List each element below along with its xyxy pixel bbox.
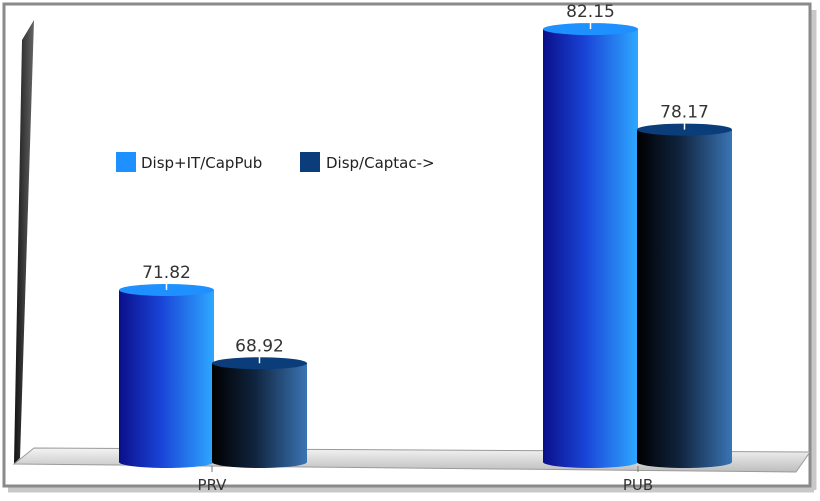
x-tick-label: PRV xyxy=(198,476,228,494)
bar-base xyxy=(212,456,307,468)
legend-label: Disp+IT/CapPub xyxy=(141,154,262,172)
bar-body xyxy=(543,29,638,462)
bar-base xyxy=(543,456,638,468)
bar-top-cap xyxy=(543,23,638,36)
data-label: 71.82 xyxy=(142,263,191,283)
bar-prv-series-2 xyxy=(212,357,307,468)
legend-item-2: Disp/Captac-> xyxy=(300,152,435,172)
bar-pub-series-2 xyxy=(637,123,732,468)
bar-body xyxy=(119,290,214,462)
x-tick-labels: PRV PUB xyxy=(198,466,653,494)
data-label: 78.17 xyxy=(660,103,709,123)
data-label: 68.92 xyxy=(235,336,284,356)
x-tick-label: PUB xyxy=(623,476,653,494)
legend-swatch xyxy=(300,152,320,172)
bar-prv-series-1 xyxy=(119,284,214,468)
bars-layer: 71.82 68.92 82.15 78.17 xyxy=(119,2,732,468)
legend-swatch xyxy=(116,152,136,172)
bar-body xyxy=(212,363,307,462)
bar-base xyxy=(637,456,732,468)
legend-item-1: Disp+IT/CapPub xyxy=(116,152,262,172)
chart-left-wall xyxy=(14,20,34,464)
bar-base xyxy=(119,456,214,468)
bar-body xyxy=(637,129,732,462)
bar-pub-series-1 xyxy=(543,23,638,468)
legend-label: Disp/Captac-> xyxy=(326,154,435,172)
data-label: 82.15 xyxy=(566,2,615,22)
legend: Disp+IT/CapPub Disp/Captac-> xyxy=(116,152,435,172)
